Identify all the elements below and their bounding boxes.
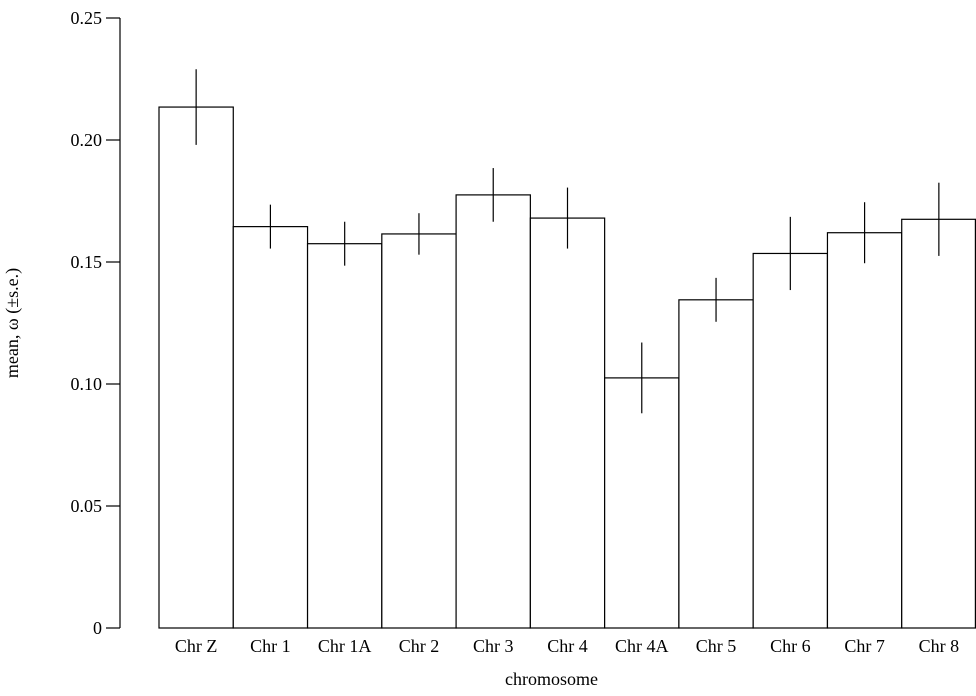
x-axis-title: chromosome xyxy=(505,669,598,689)
x-tick-label: Chr 4A xyxy=(615,636,669,656)
x-tick-label: Chr 5 xyxy=(696,636,737,656)
x-tick-label: Chr 8 xyxy=(919,636,960,656)
x-tick-label: Chr 1 xyxy=(250,636,291,656)
bar xyxy=(529,217,606,629)
bar xyxy=(306,243,383,629)
y-tick-label: 0.20 xyxy=(71,130,103,150)
bar xyxy=(604,377,680,629)
y-tick-label: 0.05 xyxy=(71,496,103,516)
bar xyxy=(232,226,309,629)
y-axis-title: mean, ω (±s.e.) xyxy=(2,268,23,378)
x-tick-label: Chr 2 xyxy=(399,636,440,656)
y-tick-label: 0.10 xyxy=(71,374,103,394)
x-tick-label: Chr 1A xyxy=(318,636,372,656)
bar xyxy=(381,233,457,629)
x-tick-label: Chr Z xyxy=(175,636,218,656)
bar xyxy=(826,232,903,629)
y-tick-label: 0.25 xyxy=(71,8,103,28)
x-tick-label: Chr 3 xyxy=(473,636,514,656)
x-tick-label: Chr 7 xyxy=(844,636,885,656)
bar xyxy=(752,252,829,629)
y-tick-label: 0.15 xyxy=(71,252,103,272)
bar xyxy=(901,218,976,629)
bar xyxy=(455,194,531,629)
y-tick-label: 0 xyxy=(93,618,102,638)
x-tick-label: Chr 6 xyxy=(770,636,811,656)
bar xyxy=(158,106,234,629)
x-tick-label: Chr 4 xyxy=(547,636,588,656)
bar xyxy=(678,299,754,629)
